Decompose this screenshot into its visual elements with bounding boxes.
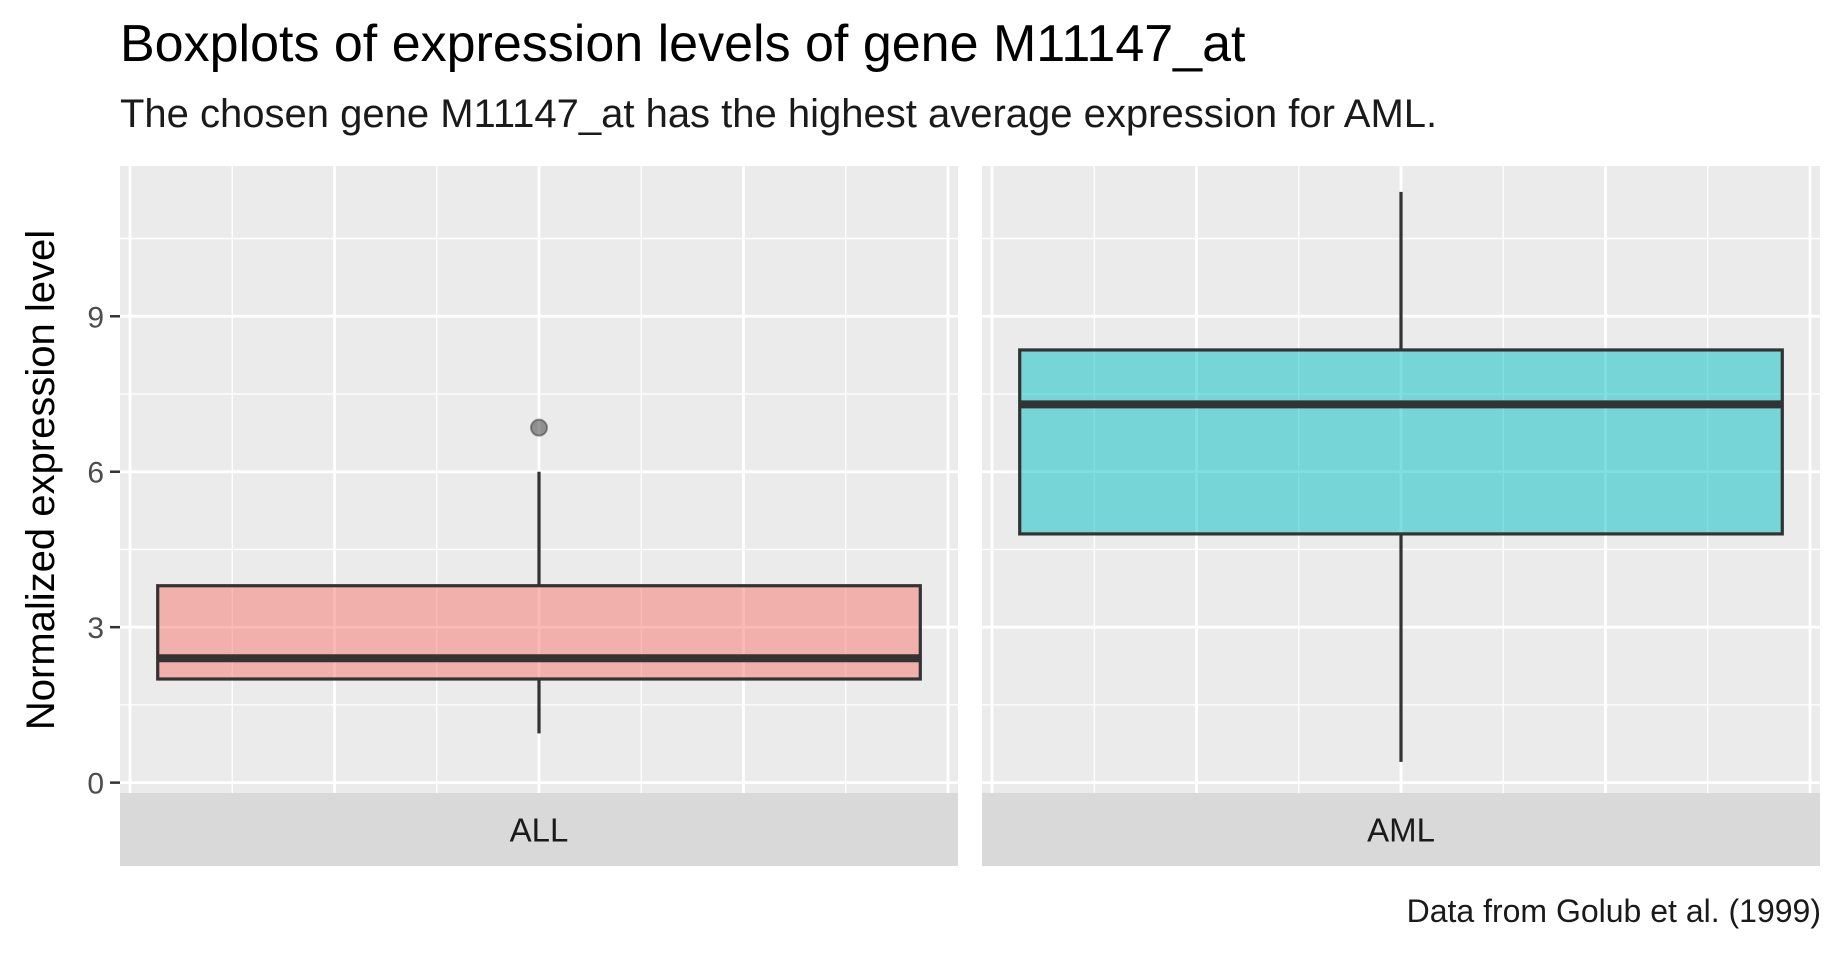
strip-label-all: ALL (510, 812, 569, 849)
strip-label-aml: AML (1367, 812, 1435, 849)
y-tick-label: 6 (87, 457, 104, 490)
y-tick-label: 9 (87, 301, 104, 334)
outlier-point (530, 418, 548, 437)
box (1018, 348, 1784, 536)
chart-title: Boxplots of expression levels of gene M1… (120, 15, 1246, 73)
y-tick-label: 3 (87, 612, 104, 645)
box (156, 584, 922, 681)
y-tick-label: 0 (87, 768, 104, 801)
strip-background (120, 793, 958, 866)
chart-subtitle: The chosen gene M11147_at has the highes… (120, 92, 1438, 136)
strip-background (982, 793, 1820, 866)
panel-aml: AML (982, 166, 1820, 866)
chart-caption: Data from Golub et al. (1999) (1406, 893, 1821, 929)
y-axis-label: Normalized expression level (19, 230, 63, 730)
panel-all: ALL (120, 166, 958, 866)
